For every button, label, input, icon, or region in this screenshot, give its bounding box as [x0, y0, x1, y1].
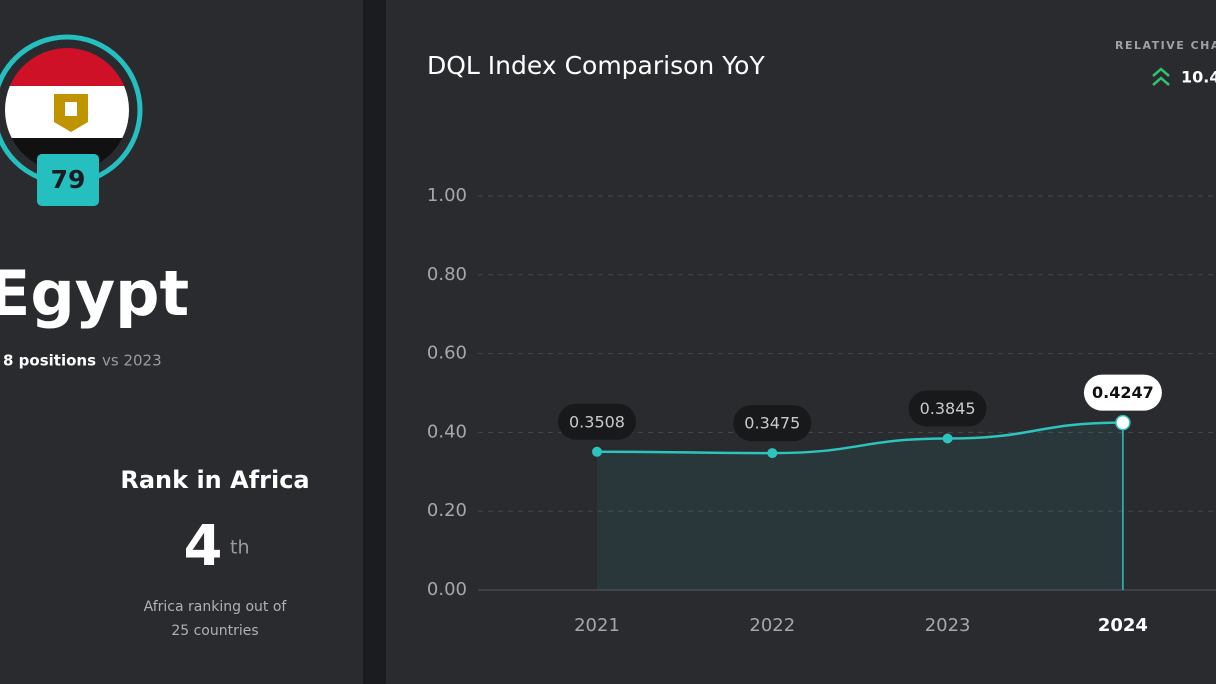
chart-title: DQL Index Comparison YoY [427, 51, 765, 80]
regional-title: Rank in Africa [120, 466, 309, 494]
plot: 0.00 0.20 0.40 0.60 0.80 1.00 0.3508 2021 0.3475… [427, 185, 1216, 636]
x-tick-label: 2021 [574, 615, 620, 636]
regional-rank: 4 [184, 514, 223, 579]
x-tick-label: 2022 [749, 615, 795, 636]
y-tick-label: 0.20 [427, 500, 467, 521]
value-pill [733, 405, 812, 442]
y-tick-label: 0.40 [427, 421, 467, 442]
chart-panel [386, 0, 1216, 684]
point [767, 448, 778, 459]
value-pill [908, 390, 987, 427]
point [592, 446, 602, 457]
area [597, 422, 1123, 590]
regional-note: Africa ranking out of [144, 599, 288, 615]
value-pill [558, 403, 636, 440]
regional-rank-suffix: th [230, 537, 250, 559]
rank-change: 8 positions [3, 352, 96, 370]
rank-badge [37, 154, 99, 206]
value-label: 0.4247 [1092, 383, 1154, 402]
value-label: 0.3508 [569, 412, 625, 431]
value-label: 0.3475 [744, 414, 800, 433]
regional-note: 25 countries [171, 623, 258, 639]
value-pill [1083, 374, 1162, 411]
y-tick-label: 0.60 [427, 343, 467, 364]
x-tick-label: 2024 [1098, 615, 1148, 636]
y-tick-label: 0.80 [427, 264, 467, 285]
value-label: 0.3845 [920, 399, 976, 418]
rank-change-ref: vs 2023 [102, 352, 162, 370]
line [596, 421, 1123, 455]
up-icon [1152, 67, 1170, 86]
y-tick-label: 0.00 [427, 579, 467, 600]
y-tick-label: 1.00 [427, 185, 467, 206]
point [1115, 414, 1131, 431]
point [942, 433, 953, 444]
x-tick-label: 2023 [925, 615, 971, 636]
rank-badge-text: 79 [51, 165, 86, 194]
relative-change-label: RELATIVE CHANGE [1115, 39, 1216, 52]
relative-change-value: 10.45% [1181, 68, 1216, 87]
country-name: Egypt [0, 257, 189, 330]
